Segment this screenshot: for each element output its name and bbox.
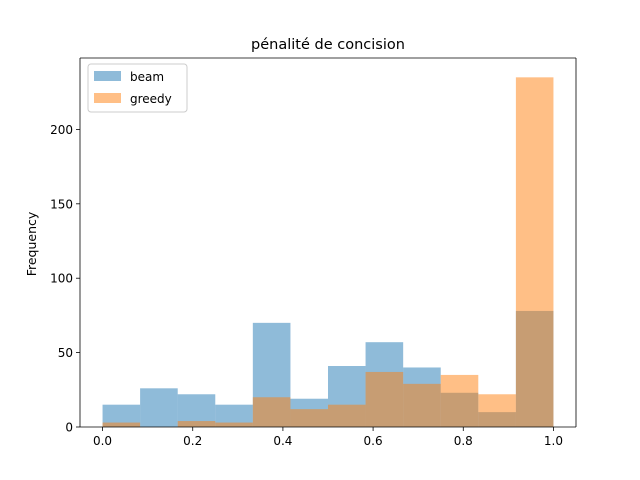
x-tick-label: 0.6	[364, 434, 383, 448]
y-tick-label: 0	[65, 421, 73, 435]
legend: beam greedy	[87, 63, 188, 113]
x-tick-label: 0.4	[273, 434, 292, 448]
bar-beam-2	[140, 388, 178, 427]
bar-beam-4	[215, 404, 253, 427]
legend-swatch-greedy	[94, 93, 121, 103]
y-tick-label: 50	[58, 346, 73, 360]
legend-label-beam: beam	[130, 70, 164, 84]
y-axis-label: Frequency	[24, 211, 39, 276]
bar-greedy-12	[515, 77, 554, 427]
y-tick-label: 200	[50, 123, 73, 137]
bar-greedy-3	[177, 421, 216, 427]
chart-title: pénalité de concision	[251, 37, 405, 53]
bar-greedy-11	[478, 394, 516, 427]
y-tick-label: 150	[50, 197, 73, 211]
legend-label-greedy: greedy	[130, 92, 172, 106]
y-tick-label: 100	[50, 272, 73, 286]
legend-swatch-beam	[94, 71, 121, 81]
x-tick-label: 0.0	[93, 434, 112, 448]
x-tick-label: 0.2	[183, 434, 202, 448]
bar-greedy-7	[328, 404, 366, 427]
bar-greedy-10	[440, 374, 479, 427]
bar-greedy-4	[215, 422, 253, 427]
bar-greedy-1	[102, 422, 141, 427]
bars-layer	[102, 77, 554, 427]
x-tick-label: 0.8	[454, 434, 473, 448]
bar-beam-1	[102, 404, 141, 427]
bar-greedy-5	[252, 397, 291, 427]
axes-layer: 0.0 0.2 0.4 0.6 0.8 1.0 0 50 100 150 200	[50, 57, 577, 448]
bar-greedy-8	[365, 371, 404, 427]
bar-greedy-6	[290, 409, 328, 427]
bar-greedy-9	[403, 383, 441, 427]
x-tick-label: 1.0	[544, 434, 563, 448]
